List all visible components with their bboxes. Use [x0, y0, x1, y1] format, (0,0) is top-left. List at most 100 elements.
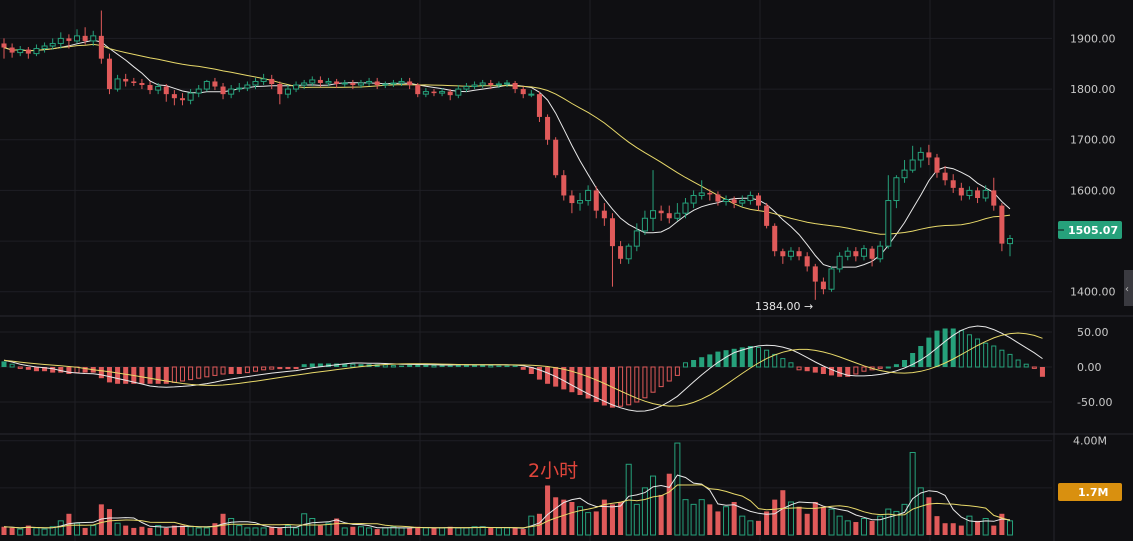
- candle-body-up: [17, 49, 24, 54]
- volume-bar-up: [236, 525, 243, 536]
- volume-bar-down: [561, 499, 567, 535]
- scroll-handle[interactable]: ‹: [1124, 270, 1133, 306]
- volume-bar-up: [893, 510, 900, 536]
- macd-bar: [1007, 353, 1013, 368]
- macd-bar: [25, 367, 31, 370]
- macd-bar: [975, 338, 981, 368]
- candle-body-down: [66, 38, 72, 41]
- macd-bar: [699, 357, 705, 367]
- volume-bar-up: [357, 526, 364, 536]
- price-tick-label: 1400.00: [1070, 286, 1116, 299]
- volume-bar-up: [155, 525, 162, 536]
- volume-bar-down: [926, 497, 932, 535]
- volume-bar-down: [934, 516, 940, 535]
- candle-body-down: [715, 194, 721, 202]
- volume-bar-up: [909, 452, 916, 536]
- macd-bar: [723, 350, 729, 367]
- price-tick-label: 1900.00: [1070, 32, 1116, 45]
- candle-body-up: [390, 82, 397, 85]
- candle-body-down: [926, 152, 932, 158]
- candle-body-up: [74, 35, 81, 42]
- candle-body-up: [650, 210, 657, 219]
- macd-bar: [42, 367, 48, 372]
- macd-tick-label: -50.00: [1077, 396, 1112, 409]
- candle-body-down: [934, 157, 940, 173]
- macd-bar: [261, 366, 267, 371]
- volume-bar-up: [382, 527, 389, 536]
- volume-bar-up: [917, 487, 924, 536]
- candle-body-down: [536, 94, 542, 117]
- last-volume-value: 1.7M: [1078, 486, 1108, 499]
- candle-body-up: [244, 84, 251, 89]
- volume-bar-up: [723, 506, 730, 536]
- macd-panel: [1, 325, 1045, 412]
- volume-bar-down: [350, 526, 356, 535]
- volume-bar-down: [812, 502, 818, 535]
- ma-fast-line: [3, 39, 1011, 268]
- candle-body-down: [123, 78, 129, 82]
- candle-body-up: [293, 84, 300, 90]
- volume-bar-down: [82, 527, 88, 535]
- macd-bar: [455, 364, 461, 367]
- volume-bar-up: [398, 527, 405, 536]
- candle-body-up: [723, 199, 730, 203]
- macd-bar: [504, 365, 510, 367]
- volume-bar-up: [187, 526, 194, 536]
- candle-body-down: [618, 246, 624, 259]
- candles: [1, 10, 1014, 300]
- macd-bar: [228, 367, 234, 374]
- volume-bar-up: [633, 503, 640, 536]
- volume-bar-up: [690, 503, 697, 536]
- macd-bar: [691, 360, 697, 367]
- macd-bar: [163, 367, 169, 384]
- macd-bar: [220, 366, 226, 375]
- candle-body-down: [601, 210, 607, 219]
- macd-bar: [788, 362, 794, 368]
- macd-bar: [804, 367, 810, 372]
- volume-bar-up: [828, 508, 835, 536]
- candle-body-down: [131, 81, 137, 83]
- volume-bar-up: [495, 527, 502, 536]
- volume-bar-up: [33, 527, 40, 536]
- candle-body-down: [350, 82, 356, 86]
- macd-bar: [674, 366, 680, 376]
- macd-bar: [407, 364, 413, 367]
- macd-bar: [747, 346, 753, 367]
- volume-bar-up: [244, 527, 251, 536]
- macd-bar: [561, 367, 567, 390]
- candle-body-up: [57, 37, 64, 44]
- macd-bar: [829, 367, 835, 376]
- candle-body-down: [520, 89, 526, 95]
- candle-body-up: [982, 189, 989, 199]
- candle-body-down: [658, 210, 664, 214]
- volume-bar-up: [439, 527, 446, 536]
- candle-body-down: [488, 82, 494, 86]
- macd-bar: [252, 366, 259, 372]
- candle-body-down: [942, 172, 948, 181]
- candle-body-down: [999, 205, 1005, 244]
- candle-body-up: [885, 200, 892, 247]
- candle-body-up: [844, 250, 851, 257]
- volume-bar-down: [796, 506, 802, 535]
- candle-body-down: [853, 251, 859, 257]
- volume-bar-up: [650, 475, 657, 536]
- macd-bar: [17, 366, 23, 369]
- volume-bar-down: [536, 513, 542, 535]
- macd-bar: [958, 330, 964, 368]
- volume-bar-down: [780, 490, 786, 535]
- candle-body-down: [869, 248, 875, 259]
- volume-bar-up: [455, 527, 462, 536]
- macd-bar: [188, 366, 194, 381]
- macd-bar: [1031, 366, 1037, 369]
- scroll-handle-bg[interactable]: [1124, 270, 1133, 306]
- macd-bar: [658, 366, 664, 388]
- volume-panel: [1, 442, 1014, 536]
- volume-bar-up: [422, 527, 429, 536]
- candle-body-down: [991, 190, 997, 206]
- volume-bar-down: [317, 525, 323, 535]
- candle-body-down: [171, 94, 177, 99]
- candle-body-up: [341, 82, 348, 85]
- volume-bar-up: [585, 512, 592, 536]
- candle-body-down: [569, 195, 575, 204]
